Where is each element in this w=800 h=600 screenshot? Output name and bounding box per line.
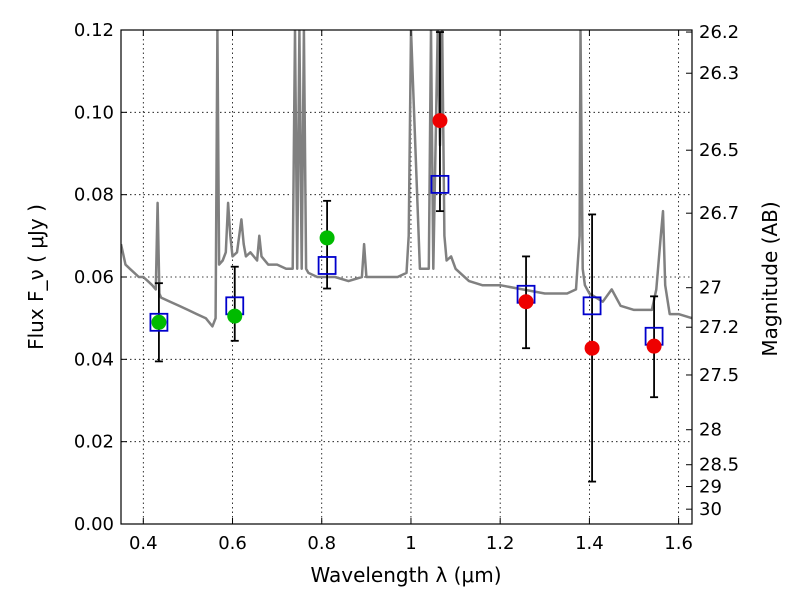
observed-flux-point: [319, 230, 335, 246]
model-spectrum-line: [121, 30, 692, 328]
x-axis-label: Wavelength λ (μm): [310, 563, 501, 587]
y-tick-label: 0.02: [74, 432, 114, 453]
observed-flux-point: [646, 338, 662, 354]
y-tick-label: 0.12: [74, 20, 114, 41]
x-tick-label: 1: [405, 533, 416, 554]
y-tick-label: 0.08: [74, 185, 114, 206]
x-tick-label: 0.4: [129, 533, 158, 554]
magnitude-tick-label: 27: [699, 278, 722, 299]
magnitude-tick-label: 28: [699, 420, 722, 441]
tick-labels: 0.4 0.6 0.8 1 1.2 1.4 1.6 0.00 0.02 0.04 0.06 0.08 0…: [74, 20, 739, 554]
magnitude-tick-label: 26.7: [699, 203, 739, 224]
y-tick-label: 0.10: [74, 102, 114, 123]
model-flux-square: [430, 174, 450, 194]
x-tick-label: 1.4: [575, 533, 604, 554]
magnitude-tick-label: 27.2: [699, 317, 739, 338]
observed-flux-point: [227, 308, 243, 324]
x-tick-label: 0.8: [307, 533, 336, 554]
y-axis-label-right: Magnitude (AB): [758, 201, 782, 356]
magnitude-tick-label: 30: [699, 499, 722, 520]
x-tick-label: 1.2: [486, 533, 515, 554]
y-tick-label: 0.00: [74, 514, 114, 535]
x-tick-label: 1.6: [664, 533, 693, 554]
observed-flux-point: [518, 294, 534, 310]
magnitude-tick-label: 29: [699, 477, 722, 498]
magnitude-tick-label: 28.5: [699, 455, 739, 476]
model-flux-square: [317, 256, 337, 275]
y-tick-label: 0.06: [74, 267, 114, 288]
y-tick-label: 0.04: [74, 349, 114, 370]
observed-flux-point: [151, 314, 167, 330]
plot-area: [121, 30, 692, 483]
x-tick-label: 0.6: [218, 533, 247, 554]
magnitude-tick-label: 26.2: [699, 22, 739, 43]
magnitude-tick-label: 26.5: [699, 140, 739, 161]
observed-flux-point: [584, 340, 600, 356]
y-axis-label: Flux F_ν ( μJy ): [24, 204, 48, 350]
model-flux-square: [582, 296, 602, 316]
magnitude-tick-label: 27.5: [699, 365, 739, 386]
magnitude-tick-label: 26.3: [699, 63, 739, 84]
ticks: [121, 29, 692, 525]
observed-flux-point: [432, 113, 448, 129]
model-flux-square: [149, 312, 169, 332]
